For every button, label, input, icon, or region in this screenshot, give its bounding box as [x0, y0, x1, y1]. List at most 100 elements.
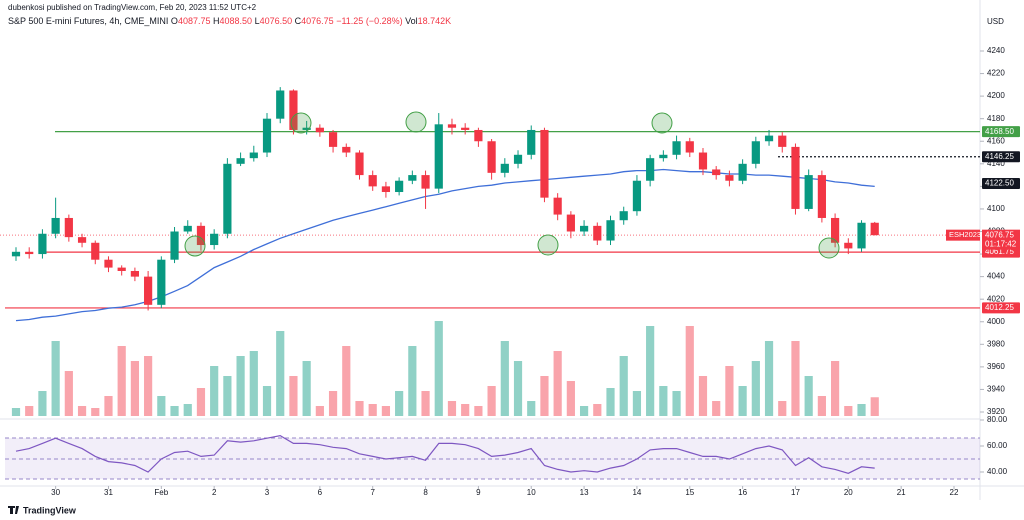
x-tick-label: 13	[580, 488, 589, 497]
x-tick-label: 17	[791, 488, 800, 497]
x-tick-label: 8	[423, 488, 428, 497]
candle-body	[817, 175, 826, 218]
candle-body	[513, 154, 523, 164]
published-note: dubenkosi published on TradingView.com, …	[8, 3, 257, 12]
candle-body	[11, 251, 21, 257]
volume-bar	[831, 361, 840, 416]
annotation-circle	[290, 112, 312, 134]
y-tick-label: 4220	[987, 69, 1005, 78]
volume-bar	[461, 404, 470, 416]
volume-bar	[487, 386, 496, 416]
candle-body	[144, 276, 153, 305]
rsi-tick-label: 60.00	[987, 441, 1008, 450]
volume-bar	[857, 404, 866, 416]
candle-body	[117, 267, 126, 271]
volume-bar	[355, 401, 364, 416]
symbol: S&P 500 E-mini Futures, 4h, CME_MINI	[8, 16, 168, 26]
last-price-tag	[982, 229, 1020, 250]
x-tick-label: 6	[318, 488, 323, 497]
candle-body	[566, 214, 575, 232]
marks	[0, 87, 980, 474]
level-label: 4012.25	[985, 303, 1014, 312]
volume-bar	[315, 406, 324, 416]
c-value: 4076.75	[301, 16, 334, 26]
volume-bar	[646, 326, 655, 416]
volume-bar	[328, 391, 338, 416]
volume-bar	[25, 406, 34, 416]
volume-bar	[513, 361, 523, 416]
level-label: 4061.75	[985, 247, 1014, 256]
volume-bar	[183, 404, 192, 416]
last-symbol: ESH2023	[949, 230, 981, 239]
y-tick-label: 4200	[987, 91, 1005, 100]
x-tick-label: 30	[51, 488, 60, 497]
candle-body	[408, 175, 417, 181]
volume-bar	[474, 406, 483, 416]
candle-body	[632, 180, 642, 212]
candle-body	[593, 225, 602, 241]
volume-bar	[434, 321, 443, 416]
candle-body	[764, 135, 774, 142]
volume-bar	[381, 406, 391, 416]
brand-logo	[8, 506, 19, 514]
candle-body	[236, 158, 245, 164]
candle-body	[527, 129, 536, 155]
volume-bar	[104, 396, 113, 416]
candle-body	[778, 135, 787, 147]
volume-bar	[223, 376, 232, 416]
level-tag	[982, 151, 1020, 163]
candle-body	[487, 141, 496, 173]
c-label: C	[295, 16, 302, 26]
volume-bar	[751, 361, 760, 416]
x-tick-label: 10	[527, 488, 536, 497]
o-value: 4087.75	[178, 16, 211, 26]
y-tick-label: 3980	[987, 339, 1005, 348]
x-tick-label: 21	[897, 488, 906, 497]
y-tick-label: 4180	[987, 114, 1005, 123]
level-label: 4122.50	[985, 179, 1014, 188]
volume-bar	[778, 401, 787, 416]
y-tick-label: 4020	[987, 294, 1005, 303]
candle-body	[91, 242, 100, 260]
volume-bar	[395, 391, 404, 416]
countdown: 01:17:42	[985, 239, 1017, 248]
volume-bar	[210, 366, 219, 416]
x-tick-label: Feb	[154, 488, 168, 497]
last-price-label: 4076.75	[985, 230, 1014, 239]
x-tick-label: 15	[685, 488, 694, 497]
annotations	[184, 111, 840, 259]
candle-body	[447, 124, 457, 128]
y-tick-label: 4240	[987, 46, 1005, 55]
candle-body	[434, 124, 443, 189]
volume-bar	[593, 404, 602, 416]
candle-body	[646, 158, 655, 181]
candle-body	[619, 211, 628, 221]
volume-bar	[262, 386, 272, 416]
h-label: H	[213, 16, 220, 26]
candle-body	[857, 222, 866, 249]
level-tag	[982, 126, 1020, 138]
volume-bar	[844, 406, 853, 416]
volume-bar	[632, 391, 642, 416]
candle-body	[395, 180, 404, 193]
candle-body	[751, 141, 760, 164]
vol-value: 18.742K	[418, 16, 452, 26]
candle-body	[77, 237, 87, 243]
o-label: O	[171, 16, 178, 26]
level-tag	[982, 178, 1020, 190]
candle-body	[500, 163, 509, 173]
volume-bar	[117, 346, 126, 416]
candle-body	[870, 222, 879, 236]
candle-body	[421, 175, 430, 189]
volume-bar	[38, 391, 47, 416]
volume-bar	[408, 346, 417, 416]
candle-body	[672, 141, 681, 155]
y-tick-label: 3960	[987, 362, 1005, 371]
candle-body	[130, 270, 139, 277]
candle-body	[64, 217, 73, 238]
y-tick-label: 4140	[987, 159, 1005, 168]
volume-bar	[64, 371, 73, 416]
annotation-circle	[405, 111, 427, 133]
x-tick-label: 3	[265, 488, 270, 497]
volume-bar	[791, 341, 800, 416]
